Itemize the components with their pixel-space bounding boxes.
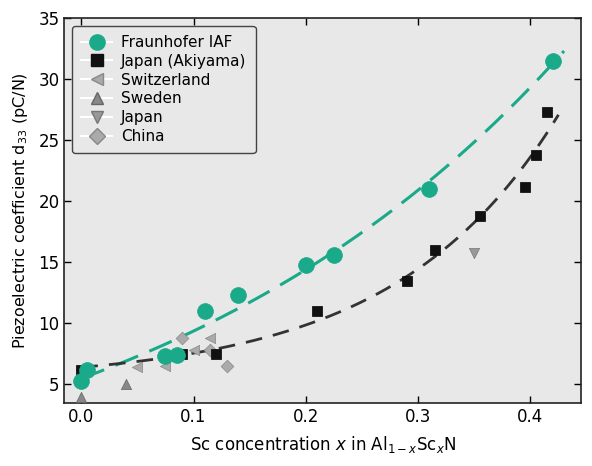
X-axis label: Sc concentration $x$ in Al$_{1-x}$Sc$_x$N: Sc concentration $x$ in Al$_{1-x}$Sc$_x$… [189,434,456,455]
Point [189,346,198,354]
Point [223,363,232,370]
Point [211,350,221,357]
Point [76,366,86,373]
Point [178,350,187,357]
Point [234,292,243,299]
Point [205,346,215,354]
Y-axis label: Piezoelectric coefficient d$_{33}$ (pC/N): Piezoelectric coefficient d$_{33}$ (pC/N… [11,72,30,349]
Point [430,247,440,254]
Point [121,381,131,388]
Point [76,366,86,373]
Point [424,185,434,193]
Point [133,363,142,371]
Point [548,57,558,65]
Point [531,151,540,158]
Point [161,363,170,370]
Point [313,308,322,315]
Point [402,277,411,284]
Point [76,377,86,384]
Point [542,109,552,116]
Point [161,353,170,360]
Point [76,393,86,400]
Point [200,308,210,315]
Legend: Fraunhofer IAF, Japan (Akiyama), Switzerland, Sweden, Japan, China: Fraunhofer IAF, Japan (Akiyama), Switzer… [72,26,256,153]
Point [469,249,479,256]
Point [178,334,187,342]
Point [475,212,485,219]
Point [205,334,215,342]
Point [520,183,529,190]
Point [301,261,311,268]
Point [172,351,181,359]
Point [82,366,92,373]
Point [329,251,339,259]
